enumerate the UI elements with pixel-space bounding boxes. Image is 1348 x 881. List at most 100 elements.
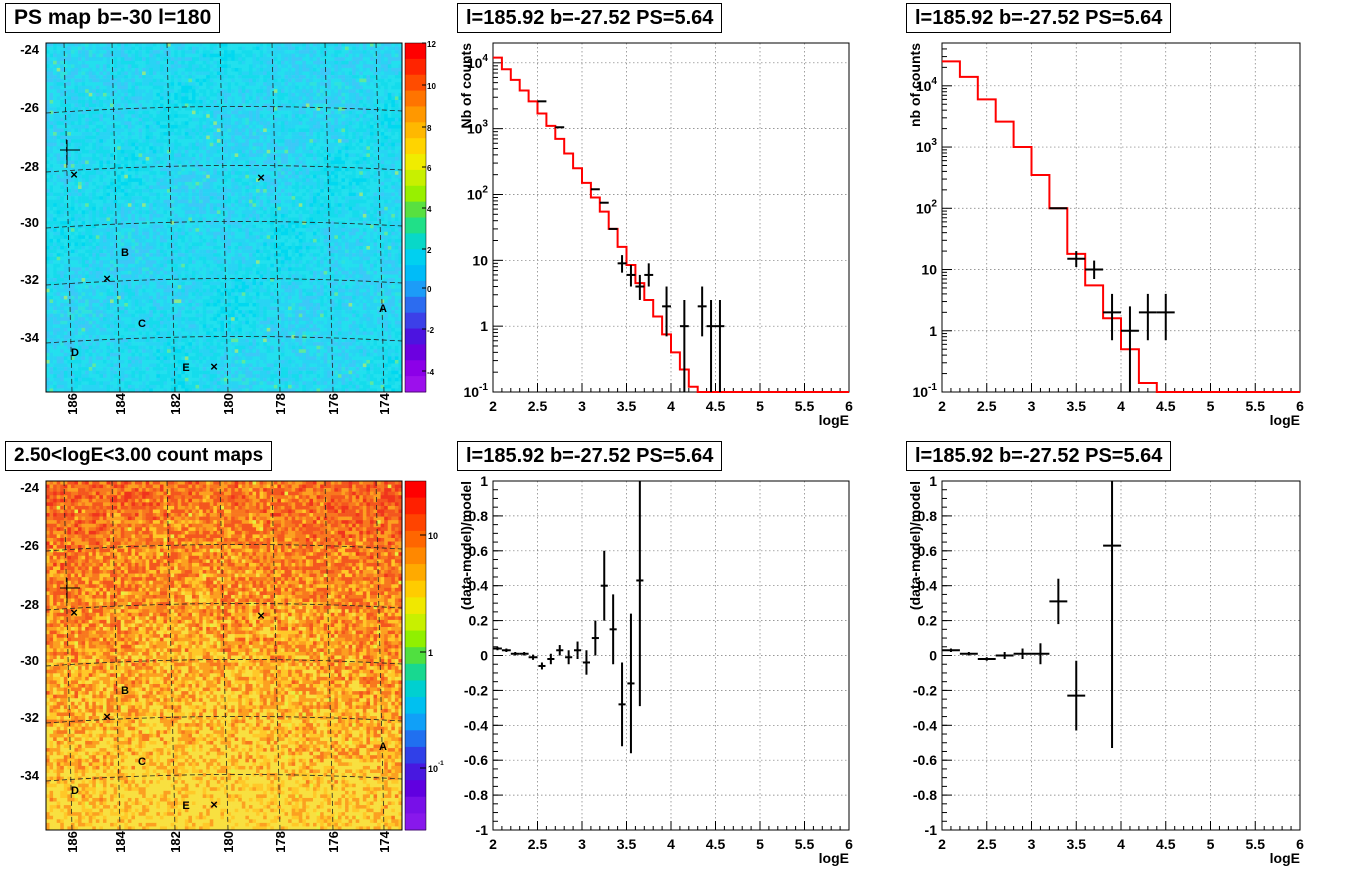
map2-ytick-label: -30 <box>20 653 39 668</box>
map1-colorbar-cell <box>405 43 426 59</box>
map1-colorbar-cell <box>405 329 426 345</box>
spec2-xtick-label: 2.5 <box>977 398 997 414</box>
res2-ytick-label: -0.2 <box>913 682 937 698</box>
spec1-xtick-label: 4.5 <box>706 398 726 414</box>
res2-data-point <box>996 652 1014 659</box>
spec1-data-point <box>680 300 689 392</box>
res1-xtick-label: 4.5 <box>706 836 726 852</box>
map1-xtick-label: 184 <box>113 392 128 414</box>
spec1-xlabel: logE <box>819 412 849 428</box>
spec1-ytick-label: 102 <box>467 184 489 202</box>
map2-colorbar-label: 10-1 <box>428 760 444 774</box>
spec2-ylabel: nb of counts <box>907 43 923 127</box>
map2-source-label: A <box>379 741 387 753</box>
res1-ytick-label: 0.2 <box>469 613 489 629</box>
res1-data-point <box>520 652 529 655</box>
map1-source-label: A <box>379 303 387 315</box>
res1-xtick-label: 5 <box>756 836 764 852</box>
map1-source-cross: × <box>257 170 265 185</box>
map2-ytick-label: -26 <box>20 538 39 553</box>
map1-xtick-label: 182 <box>168 393 183 415</box>
res1-data-point <box>565 650 572 664</box>
map1-colorbar-cell <box>405 218 426 234</box>
spec1-data-point <box>698 287 707 337</box>
res2-xtick-label: 3.5 <box>1067 836 1087 852</box>
res1-ylabel: (data-model)/model <box>458 481 474 610</box>
res2-ytick-label: -0.8 <box>913 787 937 803</box>
spec2-ytick-label: 10 <box>921 262 937 278</box>
map1-source-cross: × <box>103 271 111 286</box>
spec2-ytick-label: 102 <box>916 198 938 216</box>
res2-ylabel: (data-model)/model <box>907 481 923 610</box>
res2-xtick-label: 3 <box>1028 836 1036 852</box>
map2-colorbar-cell <box>405 514 426 531</box>
res1-ytick-label: 1 <box>480 473 488 489</box>
map1-colorbar-cell <box>405 281 426 297</box>
res1-xtick-label: 2 <box>489 836 497 852</box>
map1-source-cross: × <box>210 359 218 374</box>
spec2-title: l=185.92 b=-27.52 PS=5.64 <box>906 3 1171 33</box>
res1-data-point <box>627 614 634 754</box>
spec1-xtick-label: 3.5 <box>617 398 637 414</box>
spec2-xtick-label: 4.5 <box>1156 398 1176 414</box>
map2-colorbar-cell <box>405 664 426 681</box>
map2-colorbar-cell <box>405 764 426 781</box>
map2-source-cross: × <box>70 605 78 620</box>
res1-data-point <box>618 662 625 746</box>
res2-ytick-label: 1 <box>929 473 937 489</box>
map1-colorbar-label: 10 <box>427 82 436 91</box>
res1-data-point <box>610 594 617 664</box>
map1-colorbar-cell <box>405 360 426 376</box>
map1-colorbar-cell <box>405 154 426 170</box>
spec1-xtick-label: 2 <box>489 398 497 414</box>
spec1-data-point <box>707 300 716 392</box>
map1-colorbar-cell <box>405 313 426 329</box>
map1-colorbar-cell <box>405 186 426 202</box>
spec1-xtick-label: 5.5 <box>795 398 815 414</box>
spec2-xtick-label: 3.5 <box>1067 398 1087 414</box>
map2-xtick-label: 178 <box>273 831 288 853</box>
res2-data-point <box>942 649 960 652</box>
spec2-xtick-label: 4 <box>1117 398 1125 414</box>
spec1-ylabel: Nb of counts <box>458 43 474 129</box>
map2-ytick-label: -24 <box>20 480 40 495</box>
spec2-ytick-label: 10-1 <box>912 382 937 400</box>
spec1-data-point <box>627 265 636 287</box>
res2-xlabel: logE <box>1270 850 1300 866</box>
spec1-data-point <box>716 300 725 392</box>
map2-xtick-label: 182 <box>168 831 183 853</box>
map1-colorbar-cell <box>405 202 426 218</box>
map1-xtick-label: 186 <box>65 393 80 415</box>
res1-xtick-label: 3 <box>578 836 586 852</box>
res2-ytick-label: 0 <box>929 648 937 664</box>
map2-title: 2.50<logE<3.00 count maps <box>5 441 272 471</box>
spec1-xtick-label: 2.5 <box>528 398 548 414</box>
res1-xtick-label: 2.5 <box>528 836 548 852</box>
res1-data-point <box>493 647 502 650</box>
map1-ytick-label: -30 <box>20 215 39 230</box>
spec2-ytick-label: 103 <box>916 137 938 155</box>
res2-xtick-label: 2 <box>938 836 946 852</box>
res2-data-point <box>978 657 996 660</box>
spec1-data-point <box>662 287 671 337</box>
map1-xtick-label: 176 <box>326 393 341 415</box>
map2-source-label: B <box>121 685 129 697</box>
res1-xlabel: logE <box>819 850 849 866</box>
map1-source-label: D <box>71 347 79 359</box>
map1-colorbar-cell <box>405 138 426 154</box>
map1-colorbar-cell <box>405 249 426 265</box>
spec2-data-point <box>1157 294 1175 340</box>
map1-colorbar-cell <box>405 170 426 186</box>
map1-source-label: B <box>121 247 129 259</box>
map2-colorbar-label: 1 <box>428 648 433 658</box>
